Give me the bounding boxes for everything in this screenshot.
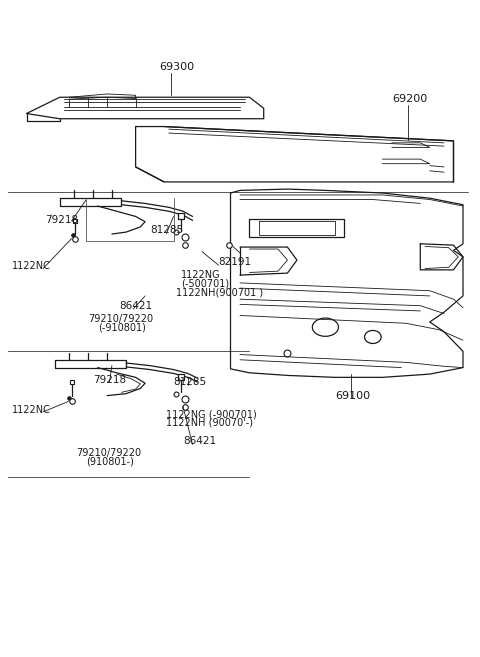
Ellipse shape	[312, 318, 338, 336]
Text: (910801-): (910801-)	[86, 457, 134, 466]
Text: 69200: 69200	[392, 94, 427, 104]
Text: 1122NC: 1122NC	[12, 405, 51, 415]
Text: 86421: 86421	[119, 301, 152, 311]
Text: 69300: 69300	[159, 62, 194, 72]
Text: (-910801): (-910801)	[97, 323, 145, 332]
Text: 1122NC: 1122NC	[12, 261, 51, 271]
Text: 1122NH(900701 ): 1122NH(900701 )	[176, 287, 263, 297]
Text: 1122NG: 1122NG	[180, 270, 220, 281]
Text: (-500701): (-500701)	[180, 279, 229, 289]
Text: 69100: 69100	[335, 392, 370, 401]
Ellipse shape	[364, 330, 381, 344]
Text: 79210/79220: 79210/79220	[88, 314, 153, 324]
Text: 1122NH (90070'-): 1122NH (90070'-)	[167, 417, 253, 428]
Text: 82191: 82191	[219, 258, 252, 267]
Text: 81285: 81285	[174, 377, 207, 387]
Text: 79210/79220: 79210/79220	[76, 448, 142, 458]
Text: 81285: 81285	[150, 225, 183, 235]
Text: 1122NG (-900701): 1122NG (-900701)	[167, 409, 257, 419]
Text: 79218: 79218	[93, 374, 126, 384]
Text: 86421: 86421	[183, 436, 216, 446]
Text: 79218: 79218	[46, 215, 79, 225]
